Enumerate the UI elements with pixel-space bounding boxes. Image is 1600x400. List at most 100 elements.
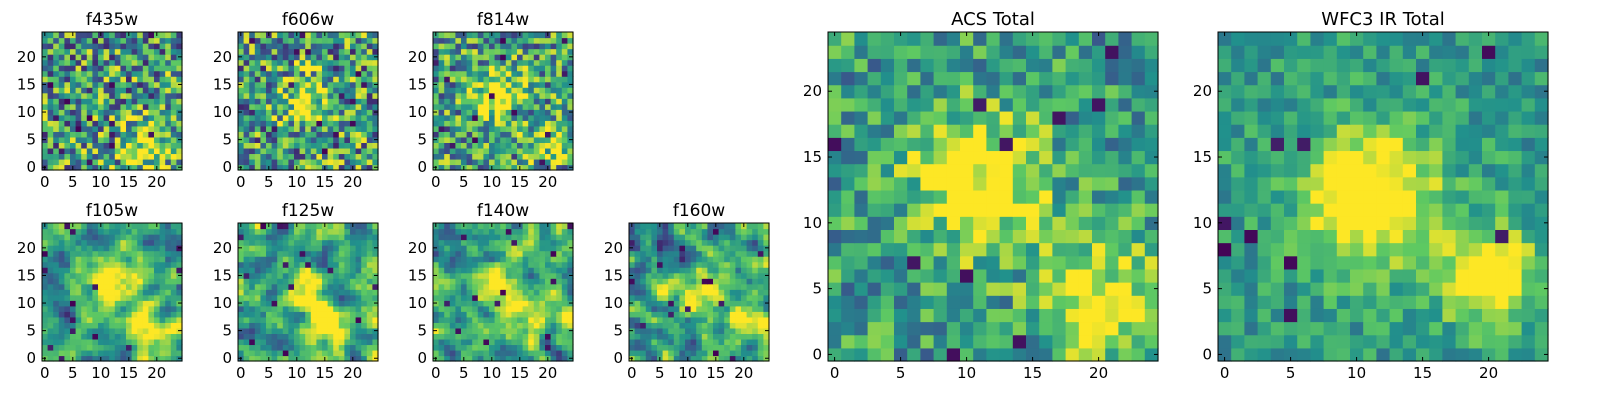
heatmap-cell [561, 37, 568, 44]
heatmap-cell [433, 349, 440, 357]
heatmap-cell [522, 228, 529, 235]
heatmap-cell [350, 283, 357, 290]
heatmap-cell [249, 65, 256, 72]
heatmap-cell [366, 316, 373, 323]
heatmap-cell [729, 239, 736, 246]
heatmap-cell [522, 289, 529, 296]
heatmap-cell [165, 158, 172, 166]
heatmap-cell [288, 245, 295, 252]
heatmap-cell [282, 223, 289, 230]
heatmap-cell [1065, 242, 1080, 257]
heatmap-cell [148, 289, 155, 296]
heatmap-cell [634, 305, 641, 312]
heatmap-cell [556, 125, 563, 132]
heatmap-cell [243, 267, 250, 274]
heatmap-cell [98, 92, 105, 99]
heatmap-cell [522, 37, 529, 44]
heatmap-cell [1118, 176, 1133, 191]
heatmap-cell [685, 316, 692, 323]
heatmap-cell [567, 32, 574, 39]
heatmap-cell [165, 228, 172, 235]
heatmap-cell [53, 272, 60, 279]
heatmap-cell [126, 147, 133, 155]
heatmap-cell [109, 338, 116, 346]
heatmap-cell [517, 327, 524, 334]
heatmap-cell [254, 136, 261, 143]
heatmap-cell [511, 278, 518, 285]
heatmap-cell [75, 327, 82, 334]
heatmap-cell [176, 114, 183, 121]
heatmap-cell [282, 278, 289, 285]
heatmap-cell [500, 261, 507, 268]
heatmap-cell [361, 81, 368, 88]
heatmap-cell [53, 300, 60, 307]
heatmap-cell [539, 164, 546, 171]
heatmap-cell [729, 261, 736, 268]
heatmap-cell [556, 158, 563, 166]
heatmap-cell [455, 114, 462, 121]
heatmap-cell [640, 256, 647, 263]
heatmap-cell [550, 278, 557, 285]
heatmap-cell [444, 158, 451, 166]
heatmap-cell [539, 322, 546, 329]
heatmap-cell [366, 103, 373, 110]
heatmap-cell [114, 164, 121, 171]
heatmap-cell [567, 87, 574, 94]
heatmap-cell [322, 103, 329, 110]
heatmap-cell [254, 305, 261, 312]
heatmap-cell [266, 228, 273, 235]
heatmap-cell [361, 223, 368, 230]
heatmap-cell [550, 294, 557, 301]
heatmap-cell [528, 267, 535, 274]
heatmap-cell [137, 267, 144, 274]
heatmap-cell [522, 239, 529, 246]
heatmap-cell [148, 278, 155, 285]
heatmap-cell [75, 256, 82, 263]
heatmap-cell [277, 70, 284, 77]
heatmap-cell [249, 103, 256, 110]
heatmap-cell [1012, 242, 1027, 257]
heatmap-cell [305, 250, 312, 257]
heatmap-cell [500, 76, 507, 83]
heatmap-cell [841, 255, 855, 270]
heatmap-cell [366, 98, 373, 105]
heatmap-cell [165, 103, 172, 110]
heatmap-cell [333, 81, 340, 88]
heatmap-cell [567, 131, 574, 138]
heatmap-cell [75, 87, 82, 94]
heatmap-cell [444, 125, 451, 132]
heatmap-cell [92, 283, 99, 290]
heatmap-cell [366, 355, 373, 362]
heatmap-cell [539, 142, 546, 149]
heatmap-cell [288, 43, 295, 50]
heatmap-cell [344, 349, 351, 357]
heatmap-cell [444, 43, 451, 50]
heatmap-cell [690, 322, 697, 329]
heatmap-cell [165, 344, 172, 351]
heatmap-cell [449, 267, 456, 274]
heatmap-cell [556, 349, 563, 357]
heatmap-cell [690, 267, 697, 274]
heatmap-cell [372, 234, 379, 241]
heatmap-cell [466, 261, 473, 268]
heatmap-cell [75, 261, 82, 268]
heatmap-cell [154, 131, 161, 138]
heatmap-cell [165, 272, 172, 279]
heatmap-cell [505, 59, 512, 66]
heatmap-cell [98, 278, 105, 285]
heatmap-cell [243, 261, 250, 268]
heatmap-cell [53, 158, 60, 166]
heatmap-cell [1105, 308, 1119, 323]
x-tick-label: 10 [91, 364, 110, 382]
heatmap-cell [126, 333, 133, 340]
heatmap-cell [696, 294, 703, 301]
heatmap-cell [294, 120, 301, 127]
heatmap-cell [109, 349, 116, 357]
heatmap-cell [640, 300, 647, 307]
heatmap-cell [494, 316, 501, 323]
heatmap-cell [763, 316, 770, 323]
heatmap-cell [517, 92, 524, 99]
heatmap-cell [724, 223, 731, 230]
heatmap-cell [1092, 308, 1106, 323]
heatmap-cell [277, 223, 284, 230]
